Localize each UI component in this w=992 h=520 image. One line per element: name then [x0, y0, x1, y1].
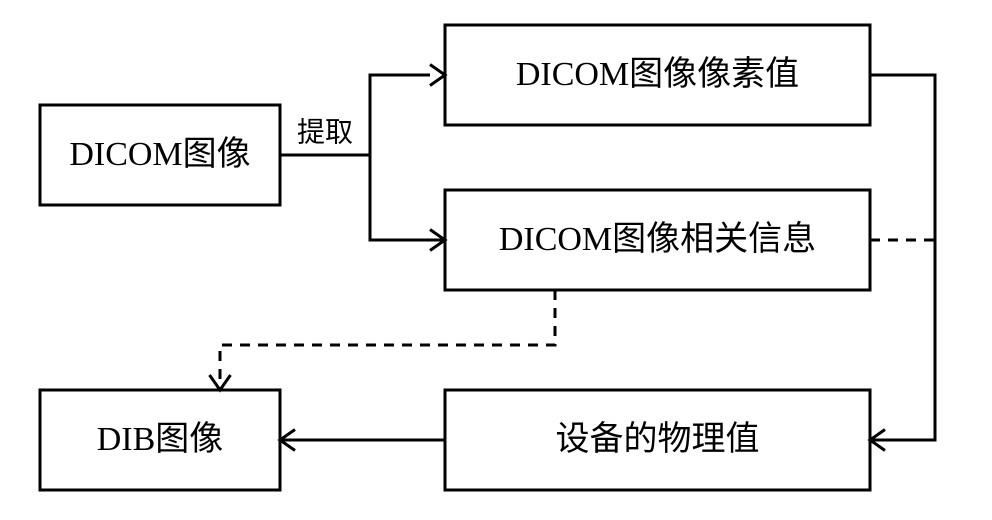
- dicom_image-label: DICOM图像: [69, 135, 250, 173]
- extract-edge-label: 提取: [297, 116, 353, 148]
- flowchart-diagram: DICOM图像 DICOM图像像素值 DICOM图像相关信息设备的物理值 DIB图像 提…: [0, 0, 992, 520]
- solid-edge-1: [280, 155, 445, 240]
- dashed-edge-1: [220, 290, 555, 390]
- phys_value-label: 设备的物理值: [556, 420, 760, 458]
- solid-edge-2: [870, 75, 935, 440]
- dib_image-label: DIB图像: [97, 420, 224, 458]
- pixel_values-label: DICOM图像像素值: [516, 55, 799, 93]
- arrowhead: [430, 65, 445, 86]
- related_info-label: DICOM图像相关信息: [499, 220, 816, 258]
